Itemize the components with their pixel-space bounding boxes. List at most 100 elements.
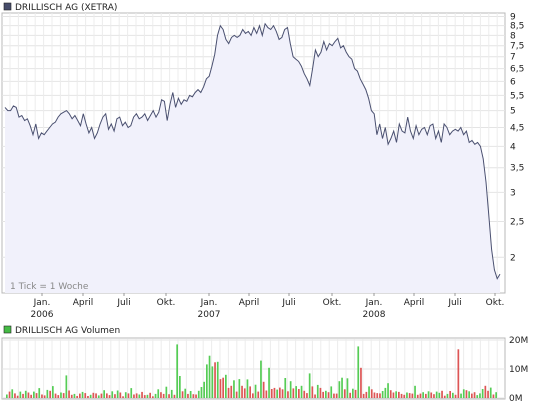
volume-bar xyxy=(87,396,89,398)
volume-bar xyxy=(114,394,116,398)
volume-bar xyxy=(457,349,460,398)
volume-bar xyxy=(489,387,492,398)
price-x-tick-label: Juli xyxy=(116,298,130,308)
volume-bar xyxy=(311,386,314,398)
volume-bar xyxy=(303,390,306,399)
volume-bar xyxy=(127,393,130,398)
volume-bar xyxy=(57,395,60,398)
volume-bar xyxy=(295,386,297,398)
volume-bar xyxy=(195,394,197,398)
volume-bar xyxy=(103,390,105,398)
volume-bar xyxy=(414,385,416,398)
volume-bar xyxy=(241,385,243,398)
price-x-tick-label: Jan. xyxy=(200,298,218,308)
volume-bar xyxy=(170,389,173,398)
volume-legend-swatch xyxy=(3,325,12,334)
volume-bar xyxy=(403,394,406,398)
volume-bar xyxy=(362,393,365,398)
volume-bar xyxy=(214,362,216,398)
volume-bar xyxy=(16,395,19,398)
volume-bar xyxy=(97,395,100,398)
volume-bar xyxy=(243,388,246,398)
volume-bar xyxy=(52,386,54,398)
volume-bar xyxy=(111,391,114,398)
volume-bar xyxy=(252,393,254,398)
volume-bar xyxy=(281,389,284,398)
volume-bar xyxy=(230,385,233,398)
volume-bar xyxy=(330,386,333,398)
volume-bar xyxy=(100,393,103,398)
volume-bar xyxy=(249,386,251,398)
volume-bar xyxy=(341,377,343,398)
volume-bar xyxy=(133,394,135,398)
volume-bar xyxy=(235,391,238,398)
volume-bar xyxy=(411,393,414,398)
volume-bar xyxy=(49,390,51,399)
price-y-tick-label: 5 xyxy=(510,107,516,117)
volume-bar xyxy=(189,391,192,398)
volume-bar xyxy=(70,394,73,398)
volume-bar xyxy=(300,385,303,398)
price-x-tick-label: Jan. xyxy=(365,298,383,308)
volume-bar xyxy=(270,389,273,398)
volume-bar xyxy=(435,391,438,398)
volume-bar xyxy=(370,389,373,398)
volume-bar xyxy=(273,387,276,398)
volume-bar xyxy=(157,389,160,398)
volume-bar xyxy=(268,367,270,398)
volume-bar xyxy=(292,388,295,398)
volume-bar xyxy=(92,392,95,398)
volume-bar xyxy=(322,391,324,398)
volume-bar xyxy=(141,391,143,398)
volume-bar xyxy=(116,390,119,398)
volume-bar xyxy=(314,394,316,398)
price-x-tick-label: Jan. xyxy=(33,298,51,308)
volume-bar xyxy=(138,394,141,398)
volume-bar xyxy=(227,387,230,398)
volume-bar xyxy=(30,394,32,398)
volume-bar xyxy=(135,393,138,398)
price-y-tick-label: 3 xyxy=(510,188,516,198)
volume-bar xyxy=(327,392,330,398)
volume-bar xyxy=(211,366,214,398)
volume-bar xyxy=(8,391,11,398)
price-y-tick-label: 4,5 xyxy=(510,123,524,133)
volume-bar xyxy=(308,373,311,398)
volume-bar xyxy=(354,389,357,398)
price-y-tick-label: 8 xyxy=(510,31,516,41)
volume-bar xyxy=(208,355,211,398)
volume-bar xyxy=(289,381,292,398)
volume-bar xyxy=(481,389,484,398)
volume-bar xyxy=(408,393,411,398)
volume-bar xyxy=(46,389,49,398)
volume-bar xyxy=(495,392,497,398)
price-x-tick-label: Juli xyxy=(447,298,461,308)
volume-bar xyxy=(335,393,338,398)
volume-bar xyxy=(154,393,157,398)
volume-bar xyxy=(160,392,162,398)
volume-bar xyxy=(471,393,473,398)
price-y-tick-label: 2,5 xyxy=(510,218,524,228)
price-x-axis: Jan. 2006 April Juli Okt. Jan. 2007 April Juli Ok… xyxy=(31,293,505,320)
volume-bar xyxy=(60,392,62,398)
volume-bar xyxy=(33,391,35,398)
price-x-tick-label: April xyxy=(239,298,260,308)
volume-bar xyxy=(368,386,370,398)
price-x-tick-label: Okt. xyxy=(323,298,342,308)
volume-bar xyxy=(376,393,379,398)
volume-bar xyxy=(416,394,419,398)
volume-bar xyxy=(389,390,392,398)
price-x-tick-label: Okt. xyxy=(486,298,505,308)
volume-bar xyxy=(446,393,449,398)
volume-bar xyxy=(454,394,457,398)
volume-bar xyxy=(349,392,351,398)
volume-bar xyxy=(254,384,257,398)
volume-bar xyxy=(346,378,349,398)
volume-bar xyxy=(165,386,168,398)
price-area xyxy=(5,23,500,294)
volume-y-tick-label: 10M xyxy=(509,365,528,375)
volume-bar xyxy=(181,391,184,398)
price-y-axis: 98,587,57 6,5 6 5,5 5 4,5 4 3,5 3 2,5 2 xyxy=(510,13,524,264)
volume-bars xyxy=(6,344,497,399)
volume-bar xyxy=(146,394,149,398)
